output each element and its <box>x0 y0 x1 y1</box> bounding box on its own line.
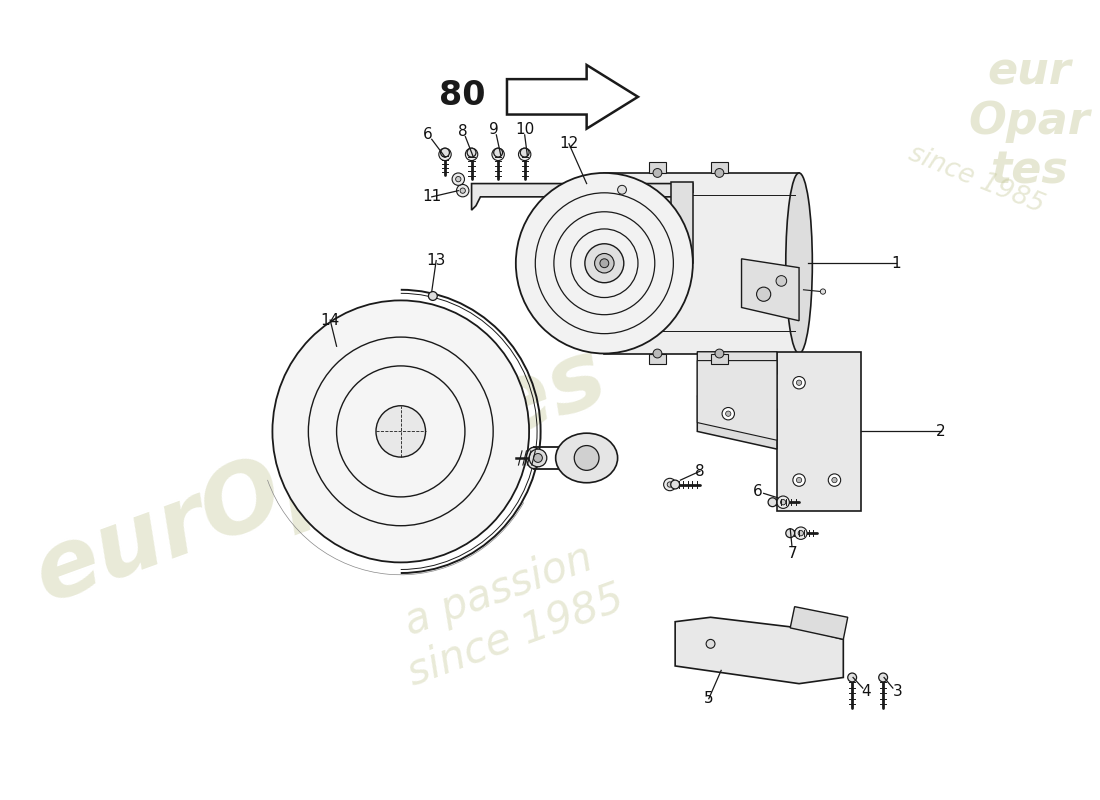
Circle shape <box>518 148 531 161</box>
FancyBboxPatch shape <box>649 354 667 364</box>
Polygon shape <box>675 618 844 684</box>
Circle shape <box>428 291 438 301</box>
Text: eurOpartes: eurOpartes <box>23 330 619 622</box>
Text: 6: 6 <box>752 484 762 499</box>
Circle shape <box>828 474 840 486</box>
Circle shape <box>793 474 805 486</box>
Circle shape <box>469 152 474 157</box>
Circle shape <box>468 148 476 157</box>
Circle shape <box>653 169 662 178</box>
Text: 8: 8 <box>458 124 468 139</box>
Ellipse shape <box>527 447 540 469</box>
Circle shape <box>663 478 676 490</box>
Ellipse shape <box>556 433 617 482</box>
Circle shape <box>715 169 724 178</box>
Circle shape <box>722 407 735 420</box>
Circle shape <box>781 499 785 505</box>
Circle shape <box>715 349 724 358</box>
Polygon shape <box>507 65 638 129</box>
FancyBboxPatch shape <box>649 162 667 173</box>
Text: 80: 80 <box>440 78 486 111</box>
Text: eur
Opar
tes: eur Opar tes <box>968 50 1090 193</box>
Circle shape <box>520 148 529 157</box>
Circle shape <box>821 289 826 294</box>
Text: 4: 4 <box>861 684 871 699</box>
Circle shape <box>794 527 807 539</box>
Text: 14: 14 <box>320 313 340 327</box>
Circle shape <box>653 349 662 358</box>
Circle shape <box>777 496 790 509</box>
Ellipse shape <box>516 173 693 354</box>
Circle shape <box>879 673 888 682</box>
Polygon shape <box>697 396 777 449</box>
Text: 11: 11 <box>422 190 441 204</box>
Circle shape <box>726 411 730 416</box>
Text: 10: 10 <box>515 122 535 137</box>
Text: 1: 1 <box>892 256 901 270</box>
Circle shape <box>460 188 465 194</box>
FancyBboxPatch shape <box>711 162 728 173</box>
Circle shape <box>668 482 672 487</box>
Ellipse shape <box>785 173 812 354</box>
Circle shape <box>785 529 794 538</box>
Polygon shape <box>697 352 777 396</box>
Circle shape <box>455 177 461 182</box>
Polygon shape <box>741 259 799 321</box>
Circle shape <box>768 498 777 506</box>
Polygon shape <box>472 183 693 210</box>
Circle shape <box>574 446 600 470</box>
Circle shape <box>456 185 469 197</box>
Circle shape <box>595 254 614 273</box>
Circle shape <box>465 148 477 161</box>
Text: a passion
since 1985: a passion since 1985 <box>385 531 629 694</box>
Text: 12: 12 <box>559 136 579 151</box>
Circle shape <box>442 152 448 157</box>
Text: 7: 7 <box>788 546 798 561</box>
Circle shape <box>793 377 805 389</box>
Circle shape <box>799 530 803 536</box>
Circle shape <box>617 186 627 194</box>
Text: 13: 13 <box>427 253 446 268</box>
Circle shape <box>439 148 451 161</box>
Circle shape <box>492 148 504 161</box>
Text: since 1985: since 1985 <box>904 140 1047 218</box>
Circle shape <box>832 478 837 482</box>
Polygon shape <box>671 182 693 263</box>
Polygon shape <box>604 173 799 354</box>
Circle shape <box>796 380 802 386</box>
Ellipse shape <box>591 447 608 469</box>
Text: 6: 6 <box>422 127 432 142</box>
Ellipse shape <box>585 244 624 282</box>
Polygon shape <box>790 606 848 639</box>
Circle shape <box>671 480 680 489</box>
Text: 9: 9 <box>488 122 498 137</box>
Circle shape <box>494 148 503 157</box>
Circle shape <box>534 454 542 462</box>
Polygon shape <box>697 361 777 440</box>
Circle shape <box>776 276 786 286</box>
Ellipse shape <box>273 301 529 562</box>
Circle shape <box>522 152 527 157</box>
Text: 3: 3 <box>892 684 902 699</box>
Polygon shape <box>777 352 861 511</box>
Circle shape <box>529 449 547 467</box>
Text: 2: 2 <box>936 424 946 439</box>
Circle shape <box>757 287 771 302</box>
Circle shape <box>796 478 802 482</box>
Circle shape <box>452 173 464 186</box>
Circle shape <box>848 673 857 682</box>
Circle shape <box>441 148 450 157</box>
Text: 8: 8 <box>695 464 705 478</box>
FancyBboxPatch shape <box>711 354 728 364</box>
Ellipse shape <box>376 406 426 457</box>
Circle shape <box>600 259 608 268</box>
Circle shape <box>495 152 500 157</box>
Circle shape <box>706 639 715 648</box>
Text: 5: 5 <box>704 691 714 706</box>
